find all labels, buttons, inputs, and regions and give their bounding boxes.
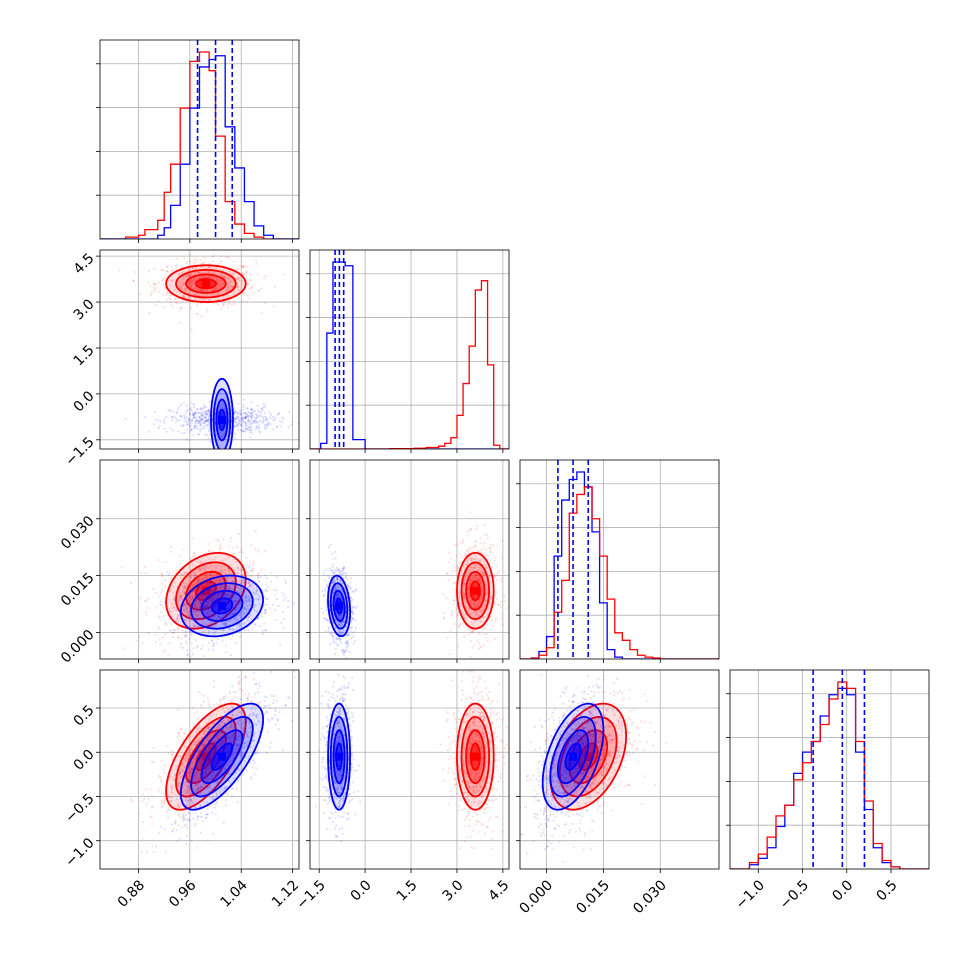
contour-blue-3-1-3 — [327, 702, 351, 811]
contour-red-1-0-0 — [195, 278, 217, 290]
histogram-blue-0 — [100, 55, 299, 239]
scatter-panel-3-0 — [96, 669, 300, 873]
x-tick-label-3-0: −1.0 — [733, 877, 768, 912]
y-tick-label-2-1: 0.015 — [58, 570, 98, 610]
contour-blue-3-0-1 — [200, 729, 244, 785]
contour-blue-2-0-3 — [179, 574, 264, 638]
x-tick-label-3-1: −0.5 — [777, 877, 812, 912]
contour-blue-3-2-1 — [556, 729, 590, 785]
contour-red-3-1-0 — [469, 742, 481, 771]
y-tick-label-1-2: 1.5 — [71, 342, 98, 369]
histogram-panel-2 — [516, 459, 720, 663]
contour-blue-3-2-0 — [564, 742, 582, 771]
x-tick-label-3-2: 0.0 — [829, 877, 856, 904]
x-tick-label-1-3: 3.0 — [440, 877, 467, 904]
y-tick-label-3-1: −0.5 — [62, 791, 97, 826]
histogram-blue-3 — [730, 687, 929, 869]
histogram-panel-1 — [306, 249, 510, 453]
histogram-blue-2 — [520, 471, 719, 659]
contour-blue-2-1-2 — [329, 582, 349, 630]
x-tick-label-1-1: 0.0 — [348, 877, 375, 904]
x-tick-label-1-0: −1.5 — [293, 877, 328, 912]
scatter-panel-2-0 — [96, 459, 300, 663]
x-tick-label-0-1: 0.96 — [166, 877, 199, 910]
histogram-red-0 — [100, 51, 299, 239]
y-tick-label-2-0: 0.000 — [58, 627, 98, 667]
contour-red-2-1-1 — [465, 570, 486, 611]
contour-blue-3-1-1 — [332, 729, 346, 785]
histogram-red-2 — [520, 486, 719, 659]
contour-red-1-0-2 — [175, 268, 237, 299]
y-tick-label-2-2: 0.030 — [58, 513, 98, 553]
contour-red-3-0-3 — [165, 702, 247, 811]
contour-blue-3-2-2 — [549, 716, 597, 798]
contour-blue-1-0-3 — [210, 377, 234, 449]
y-tick-label-1-0: −1.5 — [62, 434, 97, 469]
x-tick-label-2-2: 0.030 — [630, 877, 670, 917]
samples-blue-1-0 — [124, 398, 299, 443]
y-tick-label-1-3: 3.0 — [71, 296, 98, 323]
x-tick-label-0-2: 1.04 — [218, 877, 251, 910]
contour-red-3-1-2 — [460, 715, 491, 798]
scatter-panel-1-0 — [96, 249, 300, 453]
y-tick-label-1-1: 0.0 — [71, 388, 98, 415]
contour-red-2-1-3 — [456, 551, 495, 630]
contour-red-2-1-0 — [469, 580, 481, 602]
contour-red-3-0-0 — [195, 742, 217, 771]
scatter-panel-3-1 — [306, 669, 510, 873]
contour-blue-2-0-0 — [210, 597, 234, 615]
contour-blue-2-0-1 — [200, 589, 244, 622]
contour-blue-3-1-2 — [329, 715, 349, 798]
histogram-red-3 — [730, 681, 929, 869]
x-tick-label-1-2: 1.5 — [394, 877, 421, 904]
histogram-panel-3 — [726, 669, 930, 873]
contour-blue-1-0-1 — [215, 398, 229, 442]
y-tick-label-3-3: 0.5 — [71, 702, 98, 729]
contour-red-2-0-0 — [195, 580, 217, 602]
x-tick-label-2-1: 0.015 — [573, 877, 613, 917]
histogram-panel-0 — [96, 39, 300, 243]
contour-blue-1-0-2 — [212, 388, 232, 449]
scatter-panel-3-2 — [516, 669, 720, 873]
x-tick-label-2-0: 0.000 — [517, 877, 557, 917]
contour-red-2-1-2 — [460, 561, 491, 621]
histogram-red-1 — [310, 280, 509, 449]
contour-red-2-0-3 — [165, 551, 247, 630]
contour-blue-2-0-2 — [190, 582, 254, 630]
x-tick-label-1-4: 4.5 — [485, 877, 512, 904]
y-tick-label-1-4: 4.5 — [71, 250, 98, 277]
contour-blue-3-0-0 — [210, 742, 234, 771]
y-tick-label-3-0: −1.0 — [62, 835, 97, 870]
scatter-panel-2-1 — [306, 459, 510, 663]
contour-red-1-0-3 — [165, 264, 247, 303]
contour-blue-2-1-1 — [332, 589, 346, 622]
contour-blue-3-0-3 — [179, 702, 264, 811]
contour-blue-3-2-3 — [541, 702, 605, 811]
x-tick-label-3-3: 0.5 — [874, 877, 901, 904]
histogram-blue-1 — [310, 261, 509, 449]
y-tick-label-3-2: 0.0 — [71, 747, 98, 774]
contour-red-3-1-1 — [465, 729, 486, 785]
contour-red-3-2-2 — [558, 716, 618, 798]
contour-blue-2-1-3 — [327, 574, 352, 638]
contour-red-1-0-1 — [185, 273, 227, 294]
x-tick-label-0-0: 0.88 — [115, 877, 148, 910]
contour-blue-3-0-2 — [190, 716, 254, 798]
contour-red-3-1-3 — [456, 702, 495, 811]
